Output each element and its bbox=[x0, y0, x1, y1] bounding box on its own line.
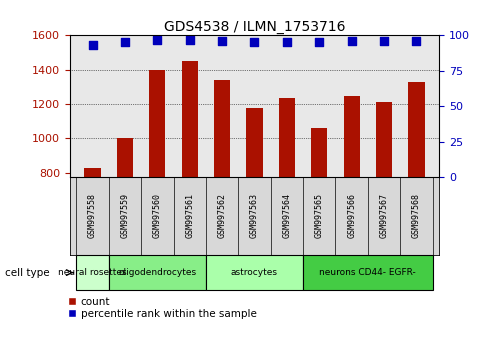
Text: neural rosettes: neural rosettes bbox=[58, 268, 127, 277]
Point bbox=[413, 38, 421, 44]
Bar bbox=[206, 255, 303, 290]
Text: GSM997564: GSM997564 bbox=[282, 193, 291, 239]
Bar bbox=[84, 169, 101, 177]
Bar bbox=[182, 61, 198, 177]
Text: GSM997563: GSM997563 bbox=[250, 193, 259, 239]
Point bbox=[186, 37, 194, 42]
Point bbox=[283, 40, 291, 45]
Bar bbox=[214, 80, 230, 177]
Bar bbox=[247, 108, 262, 177]
Bar bbox=[149, 70, 165, 177]
Text: GSM997562: GSM997562 bbox=[218, 193, 227, 239]
Bar bbox=[117, 138, 133, 177]
Point bbox=[380, 38, 388, 44]
Point bbox=[218, 38, 226, 44]
Text: cell type: cell type bbox=[5, 268, 49, 278]
Point bbox=[88, 42, 96, 48]
Bar bbox=[303, 255, 433, 290]
Point bbox=[315, 40, 323, 45]
Text: GSM997566: GSM997566 bbox=[347, 193, 356, 239]
Bar bbox=[76, 255, 109, 290]
Bar bbox=[279, 98, 295, 177]
Text: GSM997567: GSM997567 bbox=[380, 193, 389, 239]
Point bbox=[153, 37, 161, 42]
Text: GSM997565: GSM997565 bbox=[315, 193, 324, 239]
Bar bbox=[376, 102, 392, 177]
Bar bbox=[311, 128, 327, 177]
Text: GSM997558: GSM997558 bbox=[88, 193, 97, 239]
Point bbox=[121, 40, 129, 45]
Text: neurons CD44- EGFR-: neurons CD44- EGFR- bbox=[319, 268, 416, 277]
Text: GSM997568: GSM997568 bbox=[412, 193, 421, 239]
Title: GDS4538 / ILMN_1753716: GDS4538 / ILMN_1753716 bbox=[164, 21, 345, 34]
Text: GSM997561: GSM997561 bbox=[185, 193, 194, 239]
Bar bbox=[344, 96, 360, 177]
Bar bbox=[109, 255, 206, 290]
Point bbox=[250, 40, 258, 45]
Point bbox=[348, 38, 356, 44]
Bar bbox=[408, 82, 425, 177]
Text: GSM997560: GSM997560 bbox=[153, 193, 162, 239]
Text: oligodendrocytes: oligodendrocytes bbox=[118, 268, 197, 277]
Legend: count, percentile rank within the sample: count, percentile rank within the sample bbox=[65, 292, 261, 323]
Text: astrocytes: astrocytes bbox=[231, 268, 278, 277]
Text: GSM997559: GSM997559 bbox=[120, 193, 129, 239]
